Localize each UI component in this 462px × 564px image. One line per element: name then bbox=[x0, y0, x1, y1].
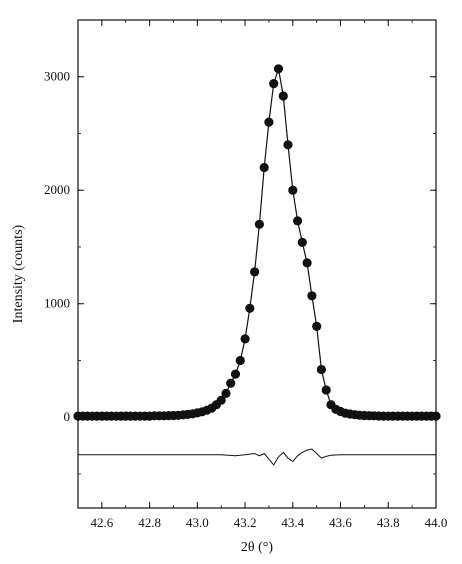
y-tick-label: 1000 bbox=[44, 296, 70, 311]
data-point bbox=[250, 267, 260, 277]
data-point bbox=[259, 162, 269, 173]
calculated-line-layer bbox=[78, 68, 436, 417]
data-point bbox=[283, 140, 293, 150]
x-tick-label: 43.4 bbox=[281, 515, 304, 530]
observed-points-layer bbox=[73, 64, 441, 421]
data-point bbox=[230, 369, 241, 379]
data-point bbox=[278, 91, 288, 101]
data-point bbox=[226, 378, 236, 388]
data-point bbox=[245, 303, 255, 313]
y-tick-label: 3000 bbox=[44, 69, 70, 84]
data-point bbox=[293, 216, 303, 226]
y-tick-label: 2000 bbox=[44, 182, 70, 197]
data-point bbox=[216, 395, 226, 405]
calculated-line bbox=[78, 68, 436, 417]
tick-labels: 42.6 42.8 43.0 43.2 43.4 43.6 43.8 44.0 0 1000 200… bbox=[44, 69, 447, 530]
data-point bbox=[312, 321, 322, 331]
data-point bbox=[321, 385, 331, 395]
difference-curve bbox=[78, 448, 436, 466]
x-tick-label: 43.8 bbox=[377, 515, 400, 530]
x-tick-label: 43.2 bbox=[234, 515, 257, 530]
difference-curve-layer bbox=[78, 448, 436, 466]
x-tick-label: 42.8 bbox=[138, 515, 161, 530]
y-axis-title: Intensity (counts) bbox=[11, 224, 26, 323]
plot-frame bbox=[77, 19, 437, 509]
y-tick-label: 0 bbox=[64, 409, 71, 424]
axes bbox=[77, 19, 437, 509]
data-point bbox=[431, 411, 441, 421]
data-point bbox=[240, 334, 250, 344]
x-tick-label: 42.6 bbox=[90, 515, 113, 530]
data-point bbox=[297, 237, 307, 247]
data-point bbox=[273, 64, 284, 74]
data-point bbox=[288, 185, 298, 195]
data-point bbox=[235, 355, 245, 366]
x-tick-label: 44.0 bbox=[425, 515, 448, 530]
x-axis-title: 2θ (°) bbox=[241, 540, 273, 555]
data-point bbox=[221, 388, 231, 398]
x-tick-label: 43.6 bbox=[329, 515, 352, 530]
data-point bbox=[254, 219, 264, 229]
data-point bbox=[269, 79, 279, 89]
data-point bbox=[316, 364, 326, 375]
data-point bbox=[264, 117, 274, 127]
x-tick-label: 43.0 bbox=[186, 515, 209, 530]
data-point bbox=[307, 291, 317, 301]
data-point bbox=[302, 258, 312, 268]
